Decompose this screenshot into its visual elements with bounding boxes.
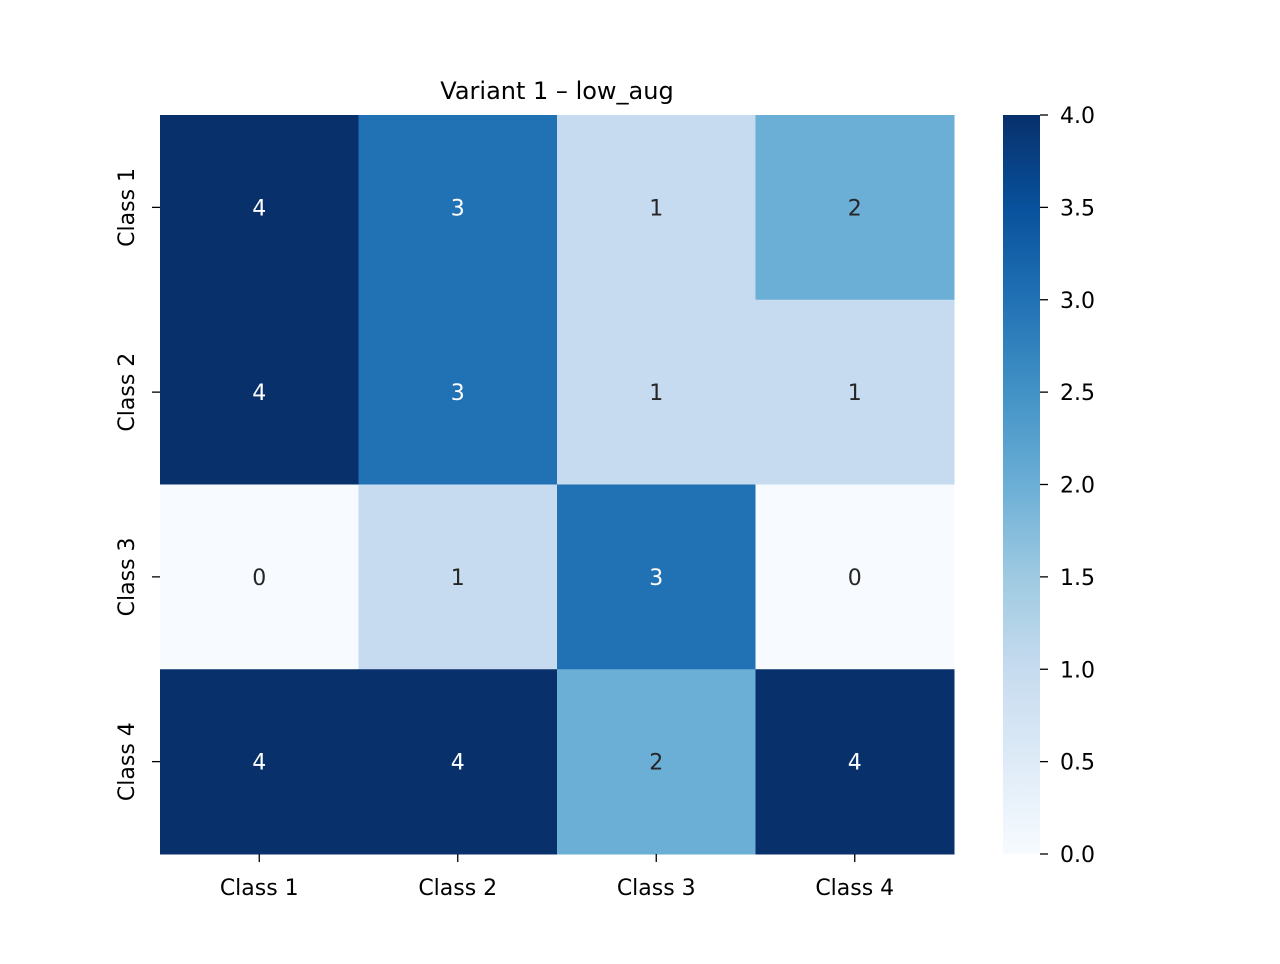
- cell-value-label: 1: [451, 566, 465, 591]
- cell-value-label: 2: [848, 196, 862, 221]
- cell-value-label: 4: [451, 751, 465, 776]
- colorbar-tick-label: 4.0: [1060, 104, 1095, 129]
- cell-value-label: 1: [649, 381, 663, 406]
- y-axis: Class 1 Class 2 Class 3 Class 4: [115, 168, 160, 801]
- cell-value-label: 0: [848, 566, 862, 591]
- cell-value-label: 4: [252, 196, 266, 221]
- heatmap-cell: [755, 115, 955, 301]
- colorbar-tick-label: 0.5: [1060, 751, 1095, 776]
- heatmap-cell: [755, 484, 955, 670]
- y-tick-label: Class 3: [115, 537, 140, 616]
- heatmap-cell: [160, 484, 359, 670]
- colorbar-tick-label: 0.0: [1060, 843, 1095, 868]
- heatmap-cell: [557, 115, 756, 301]
- x-tick-label: Class 3: [617, 876, 696, 901]
- heatmap-cell: [557, 484, 756, 670]
- heatmap-cell: [160, 669, 359, 855]
- colorbar-tick-label: 3.5: [1060, 196, 1095, 221]
- cell-value-label: 4: [252, 381, 266, 406]
- chart-title: Variant 1 – low_aug: [440, 77, 673, 105]
- x-tick-label: Class 4: [815, 876, 894, 901]
- heatmap-cell: [160, 115, 359, 301]
- x-axis: Class 1 Class 2 Class 3 Class 4: [220, 854, 894, 901]
- cell-value-label: 3: [451, 196, 465, 221]
- cell-value-label: 0: [252, 566, 266, 591]
- heatmap-cell-labels: 4 3 1 2 4 3 1 1 0 1 3 0 4 4 2 4: [252, 196, 862, 775]
- cell-value-label: 2: [649, 751, 663, 776]
- cell-value-label: 4: [252, 751, 266, 776]
- x-tick-label: Class 1: [220, 876, 299, 901]
- heatmap-cell: [557, 299, 756, 485]
- heatmap-cell: [557, 669, 756, 855]
- colorbar: 0.0 0.5 1.0 1.5 2.0 2.5 3.0 3.5 4.0: [1003, 104, 1095, 868]
- colorbar-tick-label: 3.0: [1060, 289, 1095, 314]
- cell-value-label: 3: [451, 381, 465, 406]
- heatmap-cells: [160, 115, 955, 855]
- colorbar-tick-label: 2.5: [1060, 381, 1095, 406]
- y-tick-label: Class 4: [115, 722, 140, 801]
- heatmap-cell: [160, 299, 359, 485]
- colorbar-gradient: [1003, 115, 1040, 854]
- colorbar-tick-label: 1.0: [1060, 658, 1095, 683]
- colorbar-tick-label: 2.0: [1060, 474, 1095, 499]
- heatmap-cell: [358, 484, 558, 670]
- heatmap-cell: [755, 669, 955, 855]
- heatmap-cell: [358, 299, 558, 485]
- heatmap-cell: [755, 299, 955, 485]
- heatmap-cell: [358, 669, 558, 855]
- colorbar-tick-label: 1.5: [1060, 566, 1095, 591]
- cell-value-label: 1: [848, 381, 862, 406]
- y-tick-label: Class 1: [115, 168, 140, 247]
- colorbar-ticks: 0.0 0.5 1.0 1.5 2.0 2.5 3.0 3.5 4.0: [1040, 104, 1095, 868]
- cell-value-label: 4: [848, 751, 862, 776]
- heatmap-cell: [358, 115, 558, 301]
- cell-value-label: 1: [649, 196, 663, 221]
- cell-value-label: 3: [649, 566, 663, 591]
- x-tick-label: Class 2: [418, 876, 497, 901]
- y-tick-label: Class 2: [115, 353, 140, 432]
